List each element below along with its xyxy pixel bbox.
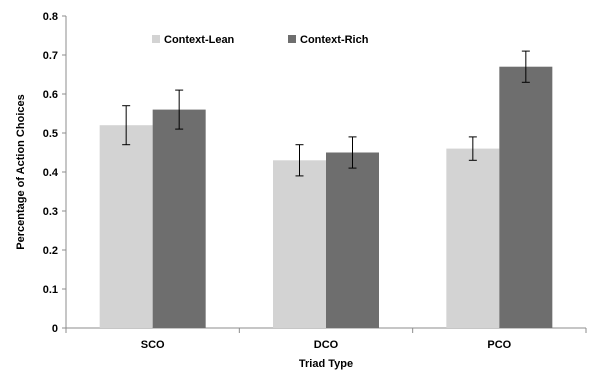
y-tick-label: 0 [52, 323, 58, 335]
x-axis-title: Triad Type [299, 358, 353, 370]
bar [152, 109, 206, 328]
y-tick-label: 0.8 [43, 11, 58, 23]
y-tick-label: 0.5 [43, 128, 58, 140]
y-tick-label: 0.1 [43, 284, 58, 296]
legend: Context-Lean Context-Rich [152, 34, 369, 46]
x-tick-label: DCO [314, 339, 339, 351]
legend-label: Context-Rich [300, 34, 369, 46]
bar [499, 66, 553, 328]
legend-label: Context-Lean [164, 34, 235, 46]
y-tick-label: 0.3 [43, 206, 58, 218]
y-axis-title: Percentage of Action Choices [15, 94, 27, 249]
error-bars [122, 50, 530, 177]
y-tick-label: 0.2 [43, 245, 58, 257]
y-tick-label: 0.4 [43, 167, 59, 179]
x-tick-label: PCO [487, 339, 511, 351]
legend-swatch [288, 35, 296, 43]
bar [273, 160, 326, 328]
bar [326, 152, 379, 328]
y-tick-label: 0.7 [43, 50, 58, 62]
bar [446, 148, 500, 328]
y-ticks: 0 0.1 0.2 0.3 0.4 0.5 0.6 0.7 0.8 [43, 11, 66, 335]
bars [99, 66, 553, 328]
y-tick-label: 0.6 [43, 89, 58, 101]
x-tick-label: SCO [141, 339, 165, 351]
legend-swatch [152, 35, 160, 43]
bar [99, 125, 153, 328]
x-ticks: SCO DCO PCO [65, 328, 587, 351]
